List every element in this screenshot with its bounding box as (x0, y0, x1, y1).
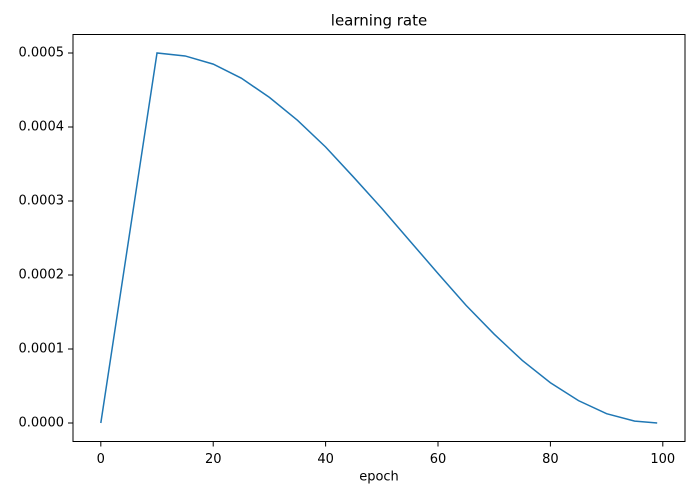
y-tick-label: 0.0003 (19, 194, 65, 209)
y-tick-label: 0.0000 (19, 416, 65, 431)
line-series (100, 52, 658, 424)
chart-title: learning rate (331, 12, 427, 30)
plot-frame (72, 34, 686, 442)
x-tick-label: 100 (650, 452, 675, 467)
y-tick-label: 0.0005 (19, 46, 65, 61)
x-tick-label: 80 (542, 452, 559, 467)
y-tick-label: 0.0002 (19, 268, 65, 283)
x-axis-label: epoch (359, 470, 399, 485)
y-tick-label: 0.0001 (19, 342, 65, 357)
x-tick-label: 60 (430, 452, 447, 467)
x-tick-label: 0 (97, 452, 105, 467)
x-tick-label: 20 (205, 452, 222, 467)
x-tick-label: 40 (317, 452, 334, 467)
y-tick-label: 0.0004 (19, 120, 65, 135)
